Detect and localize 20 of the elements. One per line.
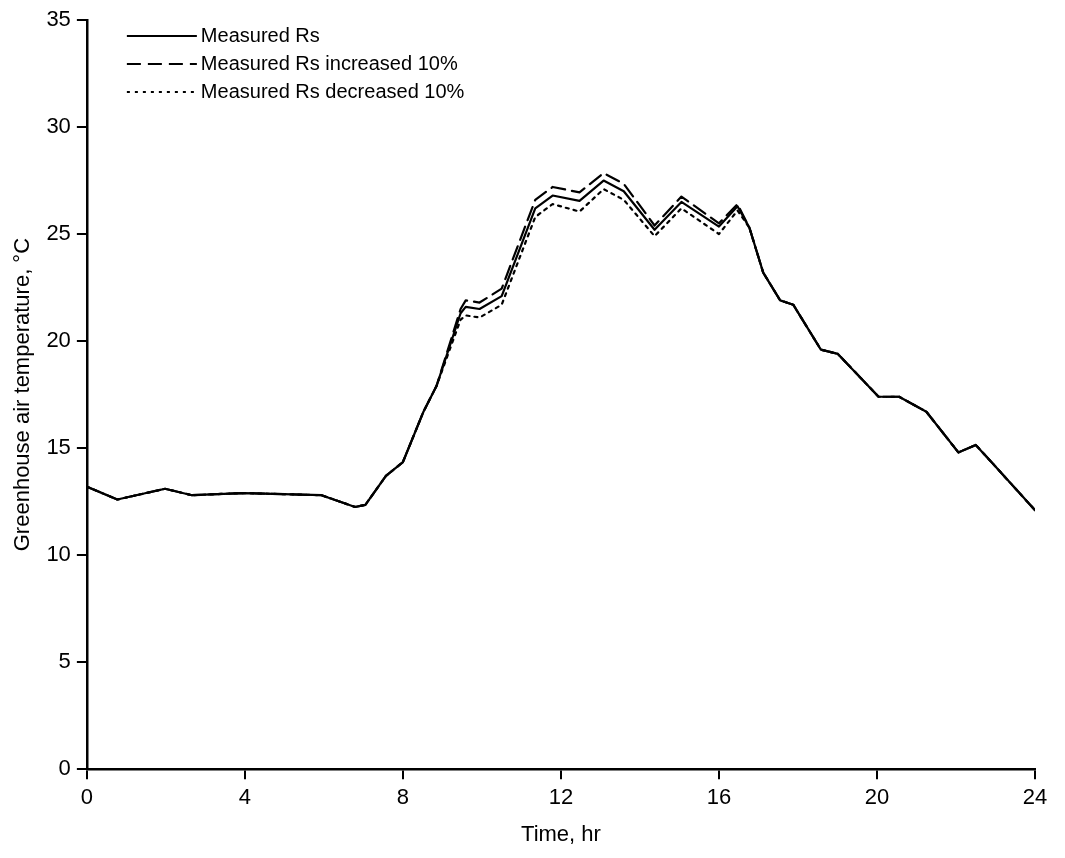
legend-label: Measured Rs increased 10% <box>200 51 458 74</box>
y-tick-label: 10 <box>46 541 71 567</box>
y-tick-label: 35 <box>46 6 71 32</box>
legend-label: Measured Rs <box>200 23 320 46</box>
x-tick-label: 12 <box>548 784 574 810</box>
y-tick-label: 30 <box>46 113 71 139</box>
y-axis-title: Greenhouse air temperature, °C <box>9 237 35 552</box>
y-tick-label: 15 <box>46 434 71 460</box>
y-tick-label: 25 <box>46 220 71 246</box>
x-tick-label: 8 <box>396 784 410 810</box>
y-tick-label: 0 <box>58 755 71 781</box>
x-axis-title: Time, hr <box>521 820 601 846</box>
x-tick-label: 24 <box>1022 784 1048 810</box>
x-tick-label: 0 <box>80 784 93 810</box>
x-tick-label: 16 <box>706 784 732 810</box>
y-tick-label: 5 <box>58 648 71 674</box>
y-tick-label: 20 <box>46 327 71 353</box>
x-tick-label: 20 <box>864 784 890 810</box>
x-tick-label: 4 <box>238 784 252 810</box>
legend-label: Measured Rs decreased 10% <box>200 79 465 102</box>
